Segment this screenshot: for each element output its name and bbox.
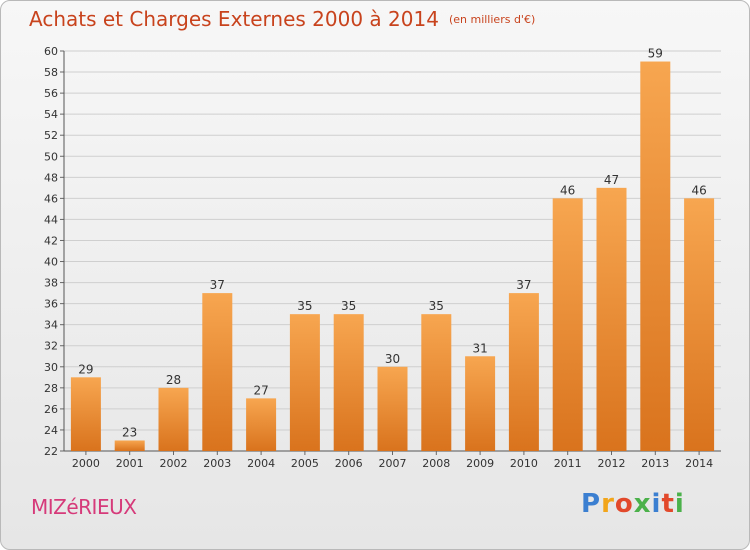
y-tick-label: 54 xyxy=(44,108,58,121)
bar-2014 xyxy=(684,198,715,451)
y-tick-label: 46 xyxy=(44,192,58,205)
logo-letter: x xyxy=(633,489,652,519)
x-tick-label: 2010 xyxy=(510,457,538,470)
x-tick-label: 2012 xyxy=(598,457,626,470)
logo-letter: t xyxy=(661,489,675,519)
data-label: 35 xyxy=(297,299,312,313)
data-label: 29 xyxy=(78,362,93,376)
x-tick-label: 2008 xyxy=(422,457,450,470)
y-tick-label: 30 xyxy=(44,361,58,374)
bar-2007 xyxy=(377,366,408,451)
data-label: 31 xyxy=(472,341,487,355)
bar-2001 xyxy=(114,440,145,451)
bar-2006 xyxy=(333,314,364,451)
y-tick-label: 56 xyxy=(44,87,58,100)
x-tick-label: 2006 xyxy=(335,457,363,470)
y-tick-label: 38 xyxy=(44,277,58,290)
x-tick-label: 2007 xyxy=(379,457,407,470)
y-tick-label: 58 xyxy=(44,66,58,79)
data-label: 23 xyxy=(122,425,137,439)
y-tick-label: 60 xyxy=(44,45,58,58)
data-label: 35 xyxy=(341,299,356,313)
data-label: 59 xyxy=(648,47,663,61)
proxiti-logo: Proxiti xyxy=(581,489,685,519)
x-tick-label: 2013 xyxy=(641,457,669,470)
bar-2012 xyxy=(596,187,627,451)
x-tick-label: 2002 xyxy=(160,457,188,470)
bar-2011 xyxy=(552,198,583,451)
bar-2004 xyxy=(246,398,277,451)
bar-2010 xyxy=(508,293,539,451)
data-labels: 29 23 28 37 27 35 35 30 35 31 37 46 47 59 46 xyxy=(78,47,706,440)
bar-2002 xyxy=(158,387,189,451)
bar-2008 xyxy=(421,314,452,451)
bar-2013 xyxy=(640,61,671,452)
x-tick-label: 2001 xyxy=(116,457,144,470)
data-label: 37 xyxy=(210,278,225,292)
y-tick-label: 22 xyxy=(44,445,58,458)
x-tick-label: 2014 xyxy=(685,457,713,470)
data-label: 35 xyxy=(429,299,444,313)
bar-2000 xyxy=(70,377,101,451)
y-tick-label: 40 xyxy=(44,256,58,269)
bars xyxy=(70,61,715,452)
y-tick-label: 24 xyxy=(44,424,58,437)
data-label: 28 xyxy=(166,373,181,387)
bar-2009 xyxy=(465,356,496,451)
y-tick-label: 34 xyxy=(44,319,58,332)
x-tick-label: 2000 xyxy=(72,457,100,470)
x-tick-label: 2009 xyxy=(466,457,494,470)
y-tick-label: 26 xyxy=(44,403,58,416)
x-tick-label: 2005 xyxy=(291,457,319,470)
x-tick-label: 2003 xyxy=(203,457,231,470)
data-label: 37 xyxy=(516,278,531,292)
place-name: MIZéRIEUX xyxy=(31,495,137,519)
data-label: 46 xyxy=(691,183,706,197)
x-tick-label: 2011 xyxy=(554,457,582,470)
bar-2005 xyxy=(289,314,320,451)
logo-letter: P xyxy=(581,489,602,519)
y-tick-label: 48 xyxy=(44,171,58,184)
y-tick-label: 50 xyxy=(44,150,58,163)
y-tick-label: 52 xyxy=(44,129,58,142)
logo-letter: r xyxy=(601,489,615,519)
y-tick-label: 32 xyxy=(44,340,58,353)
y-tick-label: 28 xyxy=(44,382,58,395)
title-text: Achats et Charges Externes 2000 à 2014 xyxy=(29,7,439,31)
logo-letter: i xyxy=(651,489,662,519)
y-tick-label: 44 xyxy=(44,213,58,226)
data-label: 27 xyxy=(253,383,268,397)
bar-2003 xyxy=(202,293,233,451)
y-tick-label: 36 xyxy=(44,298,58,311)
chart-title: Achats et Charges Externes 2000 à 2014 (e… xyxy=(29,7,535,31)
chart-subtitle: (en milliers d'€) xyxy=(448,13,536,26)
logo-letter: i xyxy=(674,489,685,519)
y-tick-label: 42 xyxy=(44,234,58,247)
x-tick-label: 2004 xyxy=(247,457,275,470)
data-label: 30 xyxy=(385,352,400,366)
logo-letter: o xyxy=(614,489,634,519)
data-label: 46 xyxy=(560,183,575,197)
data-label: 47 xyxy=(604,173,619,187)
